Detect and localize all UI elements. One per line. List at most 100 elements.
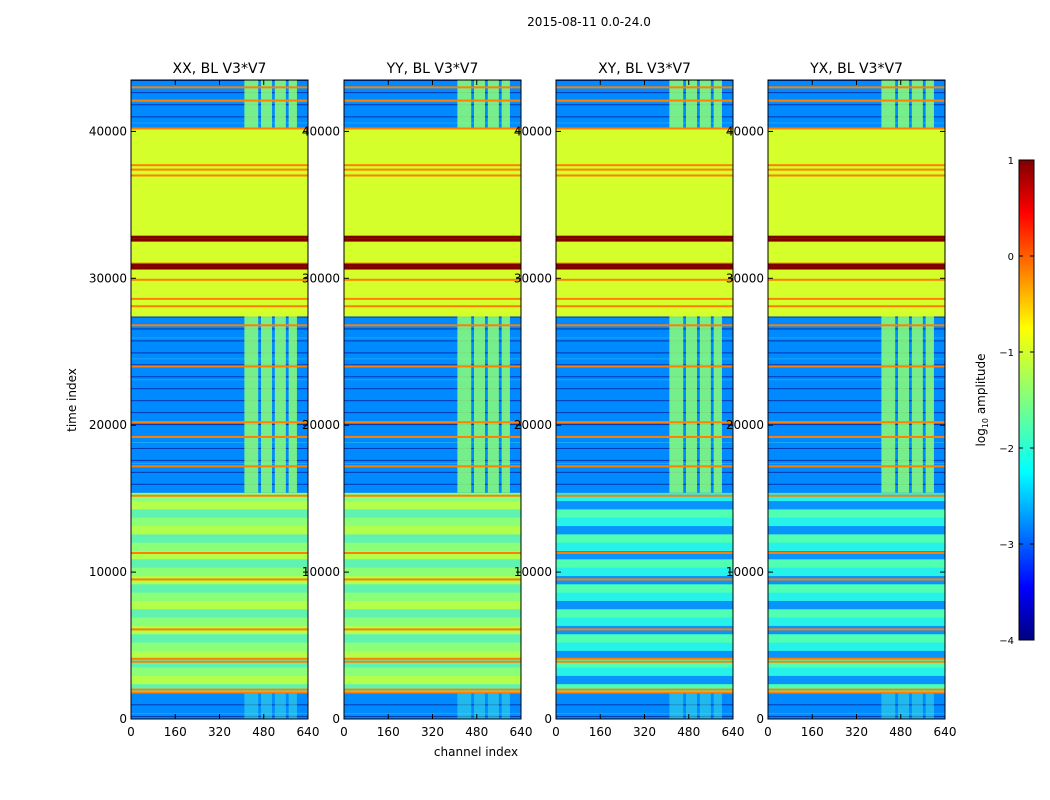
heatmap-noise-row xyxy=(556,337,733,339)
heatmap-noise-row xyxy=(556,441,733,443)
y-tick-label: 0 xyxy=(544,712,552,726)
heatmap-rfi-channel-block xyxy=(897,80,910,129)
heatmap-strong-row xyxy=(768,266,945,270)
heatmap-rfi-row xyxy=(131,421,308,424)
heatmap-rfi-channel-block xyxy=(699,692,711,719)
heatmap-noise-row xyxy=(556,704,733,706)
heatmap-texture-stripe xyxy=(344,617,521,626)
heatmap-rfi-channel-block xyxy=(881,316,896,493)
colorbar-label-subscript: 10 xyxy=(981,418,990,428)
heatmap-texture-stripe xyxy=(131,551,308,560)
heatmap-rfi-row xyxy=(556,688,733,691)
heatmap-noise-row xyxy=(344,92,521,94)
heatmap-rfi-row xyxy=(344,688,521,691)
heatmap-texture-stripe xyxy=(131,675,308,685)
heatmap-texture-stripe xyxy=(344,501,521,510)
heatmap-texture-stripe xyxy=(768,584,945,593)
heatmap-noise-row xyxy=(131,337,308,339)
heatmap-texture-stripe xyxy=(556,567,733,577)
y-tick-label: 30000 xyxy=(89,271,127,285)
heatmap-rfi-channel-block xyxy=(260,692,273,719)
colorbar-gradient xyxy=(1018,159,1035,641)
heatmap-panel-0: XX, BL V3*V7 0 160 320 480 640 0 10000 20000 3000… xyxy=(89,61,320,739)
heatmap-rfi-channel-block xyxy=(274,316,286,493)
heatmap-rfi-row xyxy=(131,691,308,694)
heatmap-noise-row xyxy=(556,388,733,390)
heatmap-texture-stripe xyxy=(344,517,521,527)
heatmap-rfi-row xyxy=(556,99,733,102)
heatmap-rfi-channel-block xyxy=(288,316,297,493)
heatmap-rfi-row xyxy=(768,660,945,663)
heatmap-texture-stripe xyxy=(344,684,521,693)
x-tick-label: 160 xyxy=(164,725,187,739)
heatmap-texture-stripe xyxy=(344,526,521,535)
heatmap-rfi-row xyxy=(131,628,308,631)
heatmap-region-flagged-block xyxy=(131,128,308,317)
heatmap-panel-3: YX, BL V3*V7 0 160 320 480 640 0 10000 20000 3000… xyxy=(726,61,957,739)
heatmap-rfi-row xyxy=(131,324,308,327)
heatmap-rfi-channel-block xyxy=(669,316,684,493)
heatmap-rfi-row xyxy=(556,494,733,497)
heatmap-texture-stripe xyxy=(131,534,308,543)
heatmap-rfi-row xyxy=(344,691,521,694)
heatmap-texture-stripe xyxy=(556,492,733,502)
heatmap-noise-row xyxy=(768,400,945,402)
heatmap-rfi-channel-block xyxy=(897,316,910,493)
heatmap-noise-row xyxy=(344,337,521,339)
heatmap-rfi-row xyxy=(556,168,733,171)
heatmap-rfi-row xyxy=(344,421,521,424)
heatmap-rfi-row xyxy=(556,297,733,300)
heatmap-noise-row xyxy=(131,122,308,124)
y-tick-label: 30000 xyxy=(302,271,340,285)
heatmap-rfi-row xyxy=(344,657,521,660)
heatmap-texture-stripe xyxy=(556,542,733,552)
heatmap-texture-stripe xyxy=(768,684,945,693)
heatmap-noise-row xyxy=(768,328,945,330)
heatmap-texture-stripe xyxy=(768,567,945,577)
heatmap-noise-row xyxy=(768,462,945,464)
heatmap-rfi-row xyxy=(131,174,308,177)
heatmap-rfi-row xyxy=(556,657,733,660)
heatmap-rfi-row xyxy=(768,435,945,438)
colorbar-tick-label: 0 xyxy=(1008,252,1014,263)
heatmap-texture-stripe xyxy=(131,501,308,510)
x-axis-label: channel index xyxy=(434,745,518,759)
heatmap-noise-row xyxy=(344,447,521,449)
heatmap-rfi-row xyxy=(768,465,945,468)
heatmap-rfi-row xyxy=(768,278,945,281)
x-tick-label: 0 xyxy=(340,725,348,739)
heatmap-noise-row xyxy=(344,316,521,318)
heatmap-rfi-row xyxy=(131,99,308,102)
heatmap-rfi-row xyxy=(768,688,945,691)
heatmap-rfi-row xyxy=(344,127,521,130)
heatmap-rfi-channel-block xyxy=(244,316,259,493)
heatmap-noise-row xyxy=(131,388,308,390)
heatmap-rfi-row xyxy=(131,660,308,663)
heatmap-rfi-channel-block xyxy=(685,80,698,129)
heatmap-texture-stripe xyxy=(556,634,733,643)
heatmap-rfi-row xyxy=(131,552,308,555)
heatmap-texture-stripe xyxy=(556,592,733,601)
heatmap-texture-stripe xyxy=(131,667,308,676)
colorbar: 10−1−2−3−4 log10 amplitude xyxy=(974,156,1035,647)
heatmap-strong-row xyxy=(768,235,945,239)
heatmap-texture-stripe xyxy=(344,534,521,543)
heatmap-strong-row xyxy=(131,263,308,267)
y-tick-label: 0 xyxy=(756,712,764,726)
heatmap-panels: XX, BL V3*V7 0 160 320 480 640 0 10000 20000 3000… xyxy=(89,61,957,739)
colorbar-tick-label: −2 xyxy=(999,444,1014,455)
heatmap-noise-row xyxy=(768,340,945,342)
heatmap-rfi-channel-block xyxy=(685,692,698,719)
heatmap-rfi-row xyxy=(131,578,308,581)
heatmap-noise-row xyxy=(344,471,521,473)
heatmap-rfi-channel-block xyxy=(473,316,486,493)
heatmap-noise-row xyxy=(131,471,308,473)
heatmap-rfi-channel-block xyxy=(881,692,896,719)
heatmap-noise-row xyxy=(556,412,733,414)
heatmap-rfi-row xyxy=(344,365,521,368)
heatmap-noise-row xyxy=(131,104,308,106)
heatmap-rfi-channel-block xyxy=(487,316,499,493)
heatmap-noise-row xyxy=(556,116,733,118)
heatmap-noise-row xyxy=(768,122,945,124)
heatmap-texture-stripe xyxy=(768,534,945,543)
